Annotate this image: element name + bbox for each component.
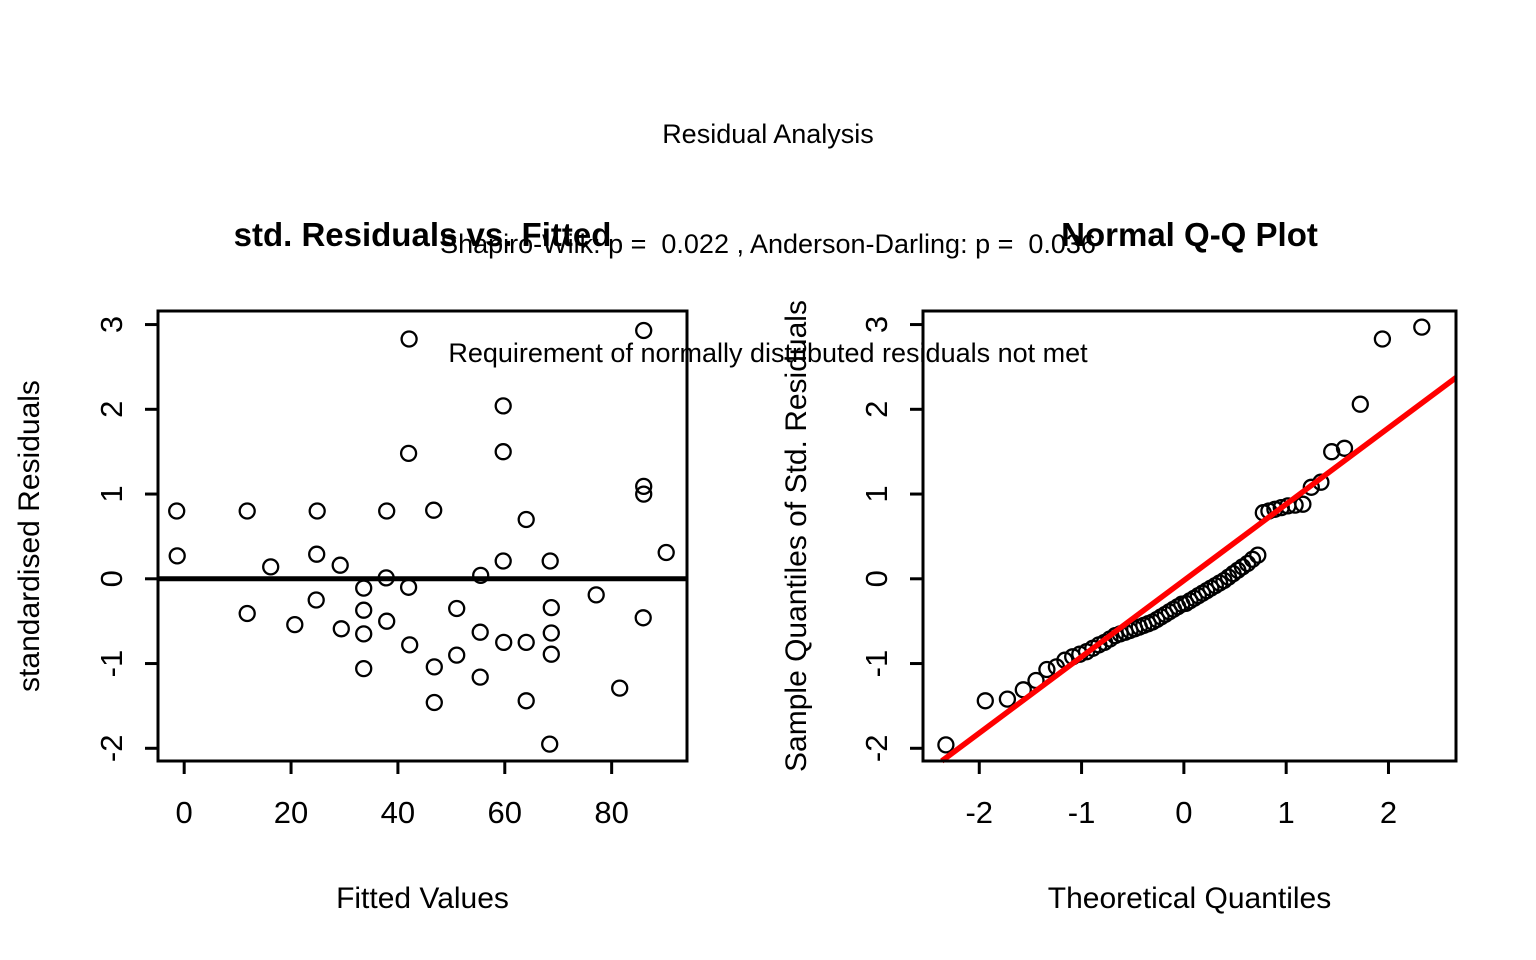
data-point-circle — [378, 502, 396, 520]
data-point-circle — [635, 477, 653, 496]
data-point-circle — [635, 485, 653, 503]
data-point-circle — [378, 612, 396, 630]
y-tick-label: 2 — [94, 401, 129, 418]
y-tick-label: 3 — [859, 316, 894, 333]
data-point-circle — [542, 624, 560, 642]
data-point-circle — [542, 645, 560, 663]
x-tick-label: -1 — [1068, 795, 1096, 830]
normality-test-results: Shapiro-Wilk: p = 0.022 , Anderson-Darli… — [440, 228, 1096, 259]
data-point-circle — [542, 598, 560, 617]
data-point-circle — [400, 330, 418, 348]
data-point-circle — [634, 609, 652, 627]
data-point-circle — [494, 397, 512, 415]
x-tick-label: 1 — [1278, 795, 1295, 830]
data-point-circle — [355, 579, 373, 597]
data-point-circle — [657, 543, 675, 562]
data-point-circle — [541, 735, 559, 753]
data-point-circle — [937, 736, 955, 754]
data-point-circle — [425, 658, 443, 676]
data-point-circle — [494, 443, 512, 461]
data-point-circle — [1294, 495, 1312, 513]
right-plot-title: Normal Q-Q Plot — [1061, 216, 1318, 253]
y-tick-label: -2 — [859, 734, 894, 762]
x-tick-label: 60 — [488, 795, 522, 830]
y-tick-label: 2 — [859, 401, 894, 418]
left-plot-title: std. Residuals vs. Fitted — [233, 216, 612, 253]
y-tick-label: 0 — [859, 570, 894, 587]
data-point-circle — [635, 321, 653, 340]
qq-reference-line — [940, 375, 1458, 764]
normality-conclusion: Requirement of normally distributed resi… — [448, 338, 1088, 368]
x-tick-label: -2 — [965, 795, 993, 830]
data-point-circle — [517, 510, 535, 529]
x-tick-label: 80 — [594, 795, 628, 830]
data-point-circle — [308, 502, 326, 520]
data-point-circle — [448, 646, 466, 664]
data-point-circle — [1413, 318, 1431, 336]
data-point-circle — [471, 623, 489, 641]
data-point-circle — [471, 668, 489, 686]
data-point-circle — [541, 552, 559, 570]
data-point-circle — [286, 615, 304, 634]
data-point-circle — [308, 545, 326, 563]
data-point-circle — [262, 558, 280, 576]
data-point-circle — [1238, 554, 1257, 573]
data-point-circle — [425, 501, 443, 519]
data-point-circle — [494, 552, 512, 570]
data-point-circle — [401, 636, 419, 654]
x-tick-label: 0 — [176, 795, 193, 830]
data-point-circle — [1249, 546, 1267, 564]
data-point-circle — [1323, 443, 1341, 461]
data-point-circle — [448, 599, 466, 618]
data-point-circle — [495, 633, 513, 652]
x-tick-label: 20 — [274, 795, 308, 830]
data-point-circle — [399, 578, 418, 596]
data-point-circle — [1243, 550, 1262, 568]
data-point-circle — [168, 547, 186, 565]
y-tick-label: 0 — [94, 570, 129, 587]
x-tick-label: 2 — [1380, 795, 1397, 830]
data-point-circle — [331, 556, 349, 574]
data-point-circle — [332, 620, 350, 638]
data-point-circle — [517, 692, 535, 710]
plot-frame — [156, 309, 689, 763]
x-tick-label: 40 — [381, 795, 415, 830]
data-point-circle — [355, 601, 373, 619]
data-point-circle — [611, 679, 629, 697]
data-point-circle — [976, 692, 994, 710]
left-plot-xlabel: Fitted Values — [336, 882, 509, 915]
y-tick-label: -1 — [859, 650, 894, 678]
data-point-circle — [355, 659, 373, 678]
data-point-circle — [355, 625, 373, 643]
data-point-circle — [472, 566, 490, 585]
data-point-circle — [1302, 478, 1320, 496]
right-plot-xlabel: Theoretical Quantiles — [1047, 882, 1332, 915]
data-point-circle — [1038, 660, 1056, 679]
y-tick-label: 1 — [859, 485, 894, 502]
data-point-circle — [517, 633, 535, 652]
data-point-circle — [998, 690, 1017, 708]
data-point-circle — [425, 693, 443, 712]
data-point-circle — [399, 444, 418, 463]
data-point-circle — [307, 591, 325, 609]
data-point-circle — [1373, 330, 1392, 348]
data-point-circle — [1351, 395, 1369, 413]
data-point-circle — [238, 604, 256, 623]
figure-title: Residual Analysis — [662, 119, 874, 149]
data-point-circle — [168, 502, 186, 520]
y-tick-label: -2 — [94, 734, 129, 762]
data-point-circle — [1335, 439, 1354, 457]
data-point-circle — [238, 502, 256, 520]
y-tick-label: 3 — [94, 316, 129, 333]
data-point-circle — [587, 586, 605, 604]
x-tick-label: 0 — [1175, 795, 1192, 830]
y-tick-label: 1 — [94, 485, 129, 502]
figure-header: Residual Analysis Shapiro-Wilk: p = 0.02… — [0, 43, 1536, 408]
y-tick-label: -1 — [94, 650, 129, 678]
plot-frame — [921, 309, 1458, 763]
